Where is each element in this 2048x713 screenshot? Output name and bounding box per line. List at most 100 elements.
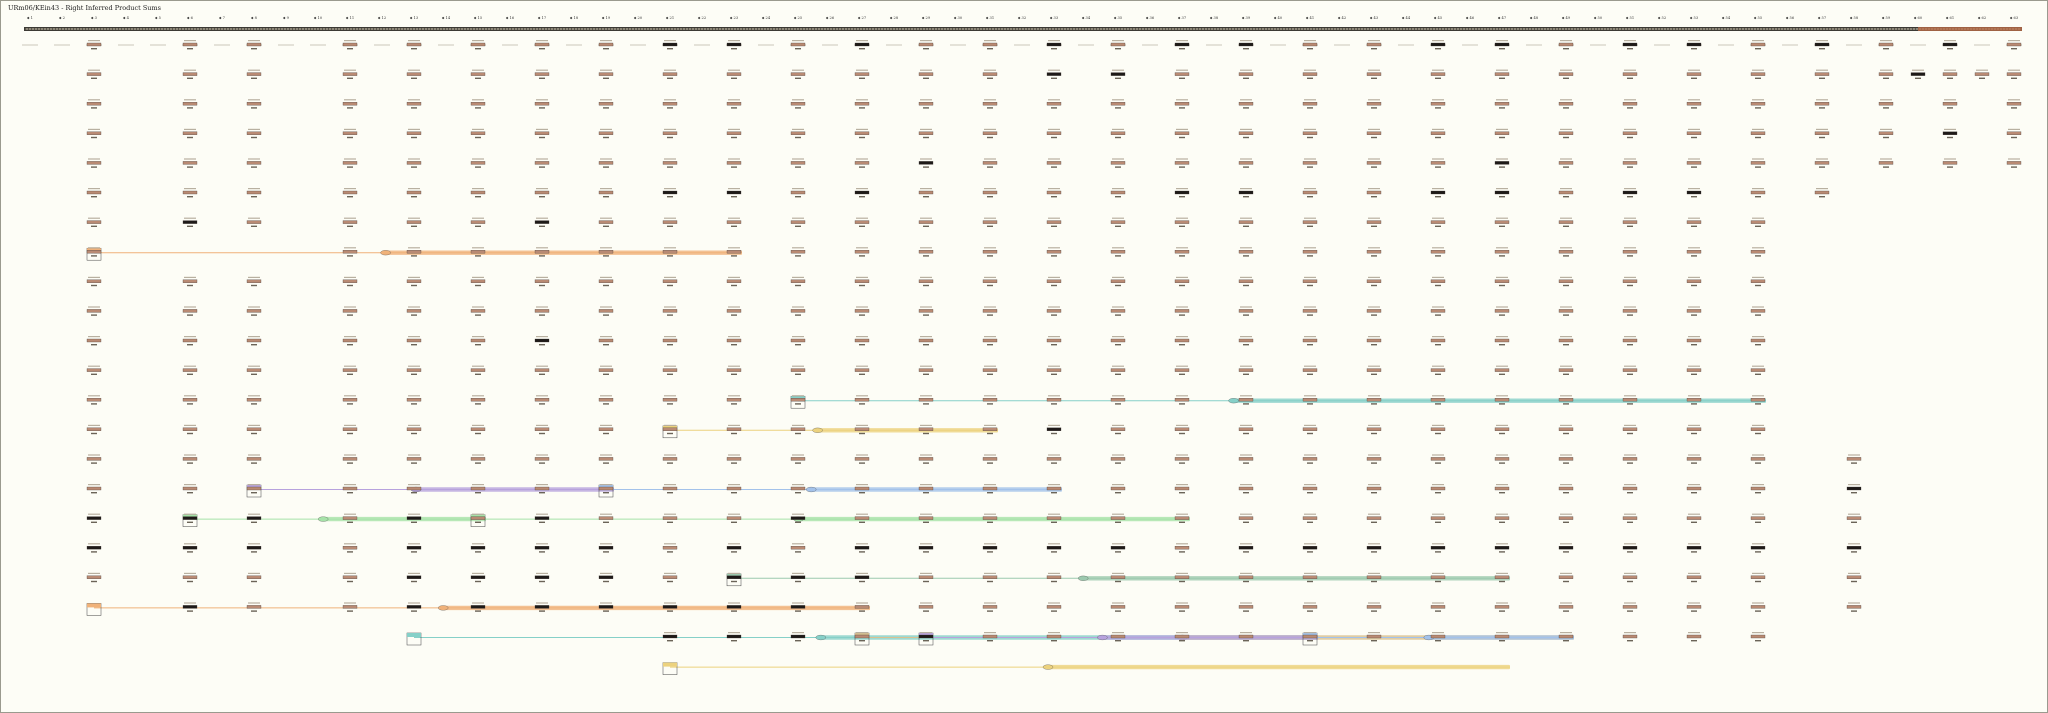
cell-sum — [1430, 605, 1446, 609]
cell-sum — [534, 131, 550, 135]
cell-sum — [1750, 398, 1766, 402]
cell-header — [1176, 632, 1188, 634]
cell-header — [1240, 395, 1252, 397]
cell-header — [856, 247, 868, 249]
cell-value — [1691, 521, 1697, 523]
cell-sum — [406, 161, 422, 165]
cell-sum — [982, 427, 998, 431]
cell-value — [539, 225, 545, 227]
step-label: ⬥ 49 — [1561, 16, 1571, 20]
cell-sum — [1750, 427, 1766, 431]
cell-value — [187, 284, 193, 287]
cell-value — [539, 107, 545, 109]
cell-sum — [470, 131, 486, 135]
cell-sum — [246, 427, 262, 431]
cell-value — [1563, 77, 1569, 79]
cell-value — [411, 344, 417, 346]
cell-value — [987, 344, 993, 346]
cell-sum — [1686, 546, 1702, 550]
cell-sum — [1558, 398, 1574, 402]
cell-sum — [406, 546, 422, 550]
cell-header — [1496, 99, 1508, 101]
cell-sum — [1622, 457, 1638, 461]
cell-sum — [342, 605, 358, 609]
cell-value — [1371, 432, 1377, 435]
cell-value — [1051, 107, 1057, 109]
cell-header — [664, 40, 676, 42]
cell-header — [1752, 543, 1764, 545]
cell-header — [1496, 572, 1508, 574]
cell-value — [923, 403, 929, 405]
cell-header — [1048, 424, 1060, 426]
cell-header — [344, 602, 356, 604]
cell-sum — [662, 398, 678, 402]
cell-value — [411, 403, 417, 405]
cell-sum — [662, 72, 678, 76]
cell-value — [1307, 610, 1313, 612]
cell-sum — [1942, 161, 1958, 165]
step-label: ⬥ 25 — [793, 16, 803, 20]
cell-header — [1432, 336, 1444, 338]
cell-sum — [246, 575, 262, 579]
cell-value — [667, 640, 673, 642]
cell-sum — [1494, 42, 1510, 47]
step-label: ⬥ 13 — [409, 16, 419, 20]
cell-sum — [1622, 279, 1638, 283]
cell-sum — [1174, 338, 1190, 343]
cell-header — [1560, 365, 1572, 367]
cell-header — [1432, 99, 1444, 101]
step-label: ⬥ 32 — [1017, 16, 1027, 20]
cell-sum — [1494, 220, 1510, 224]
cell-sum — [182, 309, 198, 313]
cell-header — [344, 572, 356, 574]
cell-value — [411, 284, 417, 287]
cell-header — [1976, 69, 1988, 71]
placeholder-mark — [1270, 44, 1286, 46]
cell-value — [667, 432, 673, 435]
cell-header — [664, 365, 676, 367]
cell-sum — [1750, 368, 1766, 372]
cell-sum — [1174, 309, 1190, 313]
cell-header — [1368, 513, 1380, 515]
cell-sum — [86, 575, 102, 579]
cell-header — [88, 158, 100, 160]
cell-header — [1624, 276, 1636, 278]
cell-sum — [1942, 42, 1958, 47]
cell-header — [1624, 306, 1636, 308]
cell-sum — [1622, 42, 1638, 47]
cell-value — [475, 284, 481, 287]
step-label: ⬥ 8 — [251, 16, 257, 20]
cell-sum — [470, 516, 486, 520]
cell-header — [1304, 454, 1316, 456]
cell-sum — [1366, 42, 1382, 47]
cell-value — [987, 610, 993, 612]
cell-header — [1496, 602, 1508, 604]
cell-sum — [86, 368, 102, 372]
cell-sum — [854, 427, 870, 431]
cell-header — [184, 276, 196, 278]
cell-header — [1496, 454, 1508, 456]
cell-sum — [246, 309, 262, 313]
cell-sum — [342, 42, 358, 47]
cell-value — [347, 136, 353, 139]
cell-value — [923, 136, 929, 139]
cell-sum — [1686, 42, 1702, 47]
cell-value — [987, 492, 993, 494]
placeholder-mark — [1910, 44, 1926, 46]
cell-sum — [406, 486, 422, 491]
cell-sum — [182, 42, 198, 47]
cell-header — [1048, 128, 1060, 130]
cell-value — [859, 77, 865, 79]
cell-header — [184, 572, 196, 574]
step-label: ⬥ 24 — [761, 16, 771, 20]
cell-value — [539, 166, 545, 168]
cell-value — [1051, 610, 1057, 612]
placeholder-mark — [1782, 44, 1798, 46]
cell-sum — [406, 250, 422, 254]
cell-value — [1307, 196, 1313, 198]
cell-header — [856, 158, 868, 160]
cell-value — [603, 196, 609, 198]
cell-value — [1243, 580, 1249, 583]
cell-header — [88, 247, 100, 249]
cell-value — [795, 77, 801, 79]
